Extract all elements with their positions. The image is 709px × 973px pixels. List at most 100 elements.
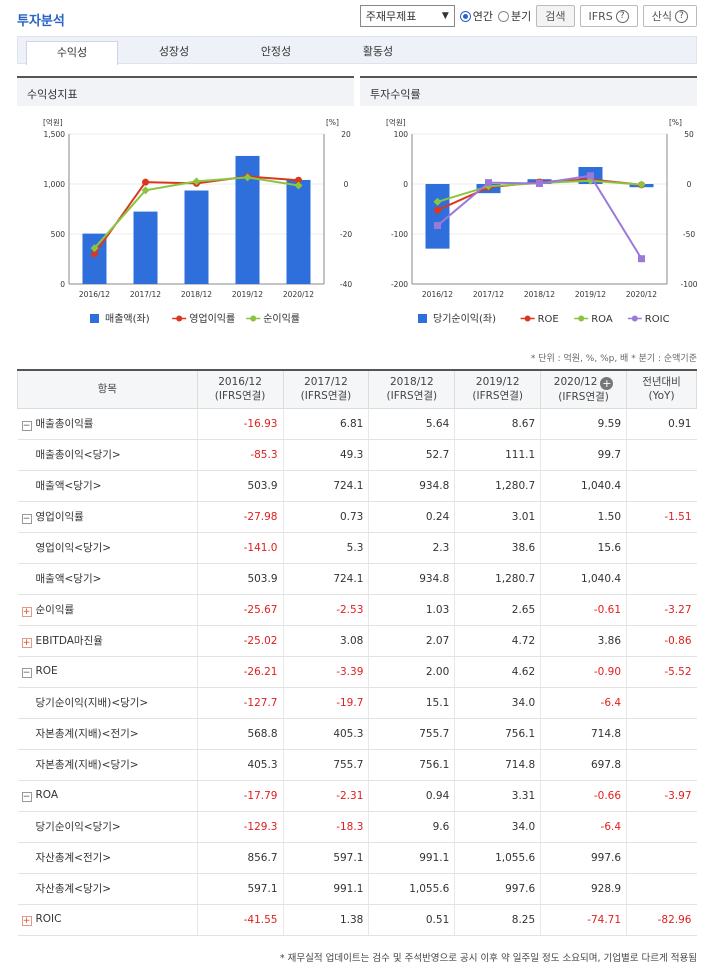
return-chart: [억원] [%] 100 0 -100 -200 50 0 -50 -100 2016/12 2017…	[386, 118, 698, 325]
table-cell: 934.8	[368, 563, 455, 595]
table-cell: 714.8	[454, 749, 541, 781]
table-cell: 697.8	[540, 749, 627, 781]
legend-label: ROIC	[645, 314, 670, 325]
right-tick-label: -100	[680, 280, 697, 289]
table-cell: -3.39	[282, 656, 369, 688]
table-cell: -0.61	[540, 594, 627, 626]
row-label[interactable]: − ROE	[17, 656, 198, 688]
year-label: 2020/12	[553, 375, 598, 388]
row-label[interactable]: + 순이익률	[17, 594, 198, 626]
table-cell: 724.1	[282, 563, 369, 595]
row-label[interactable]: − ROA	[17, 780, 198, 812]
search-button[interactable]: 검색	[536, 5, 575, 27]
collapse-icon[interactable]: −	[21, 514, 32, 524]
expand-icon[interactable]: +	[21, 916, 32, 926]
help-icon: ?	[675, 9, 688, 23]
row-label-text: 자산총계<당기>	[35, 883, 112, 895]
toolbar: 주재무제표 ▼ 연간 분기 검색 IFRS ? 산식 ?	[359, 5, 697, 27]
x-tick-label: 2016/12	[79, 290, 110, 299]
table-cell: -0.66	[540, 780, 627, 812]
left-axis-unit: [억원]	[43, 118, 63, 127]
table-cell: 756.1	[368, 749, 455, 781]
data-point	[485, 179, 492, 187]
table-cell: -0.90	[540, 656, 627, 688]
ifrs-button-label: IFRS	[588, 9, 613, 23]
collapse-icon[interactable]: −	[21, 792, 32, 802]
row-label[interactable]: + ROIC	[17, 904, 198, 936]
yoy-cell	[626, 749, 697, 781]
expand-icon[interactable]: +	[21, 638, 32, 648]
bar	[425, 184, 450, 249]
left-axis-unit: [억원]	[386, 118, 406, 127]
table-row: + ROIC -41.55 1.38 0.51 8.25 -74.71 -82.96	[17, 904, 697, 936]
radio-annual-label: 연간	[472, 10, 494, 23]
right-tick-label: 0	[687, 180, 692, 189]
collapse-icon[interactable]: −	[21, 668, 32, 678]
left-tick-label: 500	[51, 230, 66, 239]
collapse-icon[interactable]: −	[21, 421, 32, 431]
table-cell: 597.1	[282, 842, 369, 874]
table-cell: 1,040.4	[540, 470, 627, 502]
tab-growth[interactable]: 성장성	[158, 45, 190, 58]
header-year: 2016/12 (IFRS연결)	[196, 369, 284, 409]
profitability-chart-panel: 수익성지표 [억원] [%] 1,500 1,000 500 0 20 0 -20 -40 2016…	[17, 76, 354, 340]
table-cell: 724.1	[282, 470, 369, 502]
table-cell: 928.9	[540, 873, 627, 905]
statement-select[interactable]: 주재무제표 ▼	[359, 5, 455, 27]
data-point	[637, 180, 646, 189]
tab-profitability[interactable]: 수익성	[26, 41, 118, 65]
table-row: − 매출총이익률 -16.93 6.81 5.64 8.67 9.59 0.91	[17, 408, 697, 440]
year-label: 2017/12	[304, 376, 348, 389]
left-tick-label: -100	[391, 230, 408, 239]
right-tick-label: 50	[684, 130, 694, 139]
table-cell: -85.3	[196, 439, 283, 471]
formula-button[interactable]: 산식 ?	[642, 5, 697, 27]
table-cell: 99.7	[540, 439, 627, 471]
right-tick-label: -50	[683, 230, 695, 239]
expand-icon[interactable]: +	[21, 607, 32, 617]
table-cell: 4.62	[454, 656, 541, 688]
radio-annual[interactable]: 연간	[459, 8, 494, 24]
profitability-chart: [억원] [%] 1,500 1,000 500 0 20 0 -20 -40 2016/12 201…	[43, 118, 352, 325]
data-point	[434, 222, 441, 230]
legend-label: 당기순이익(좌)	[433, 313, 496, 325]
row-label[interactable]: − 매출총이익률	[17, 408, 198, 440]
left-tick-label: 100	[394, 130, 409, 139]
yoy-cell	[626, 811, 697, 843]
radio-unchecked-icon	[498, 10, 510, 22]
row-label: 당기순이익<당기>	[17, 811, 198, 843]
table-cell: 2.00	[368, 656, 455, 688]
bar	[184, 190, 209, 284]
table-cell: 597.1	[196, 873, 283, 905]
tab-stability[interactable]: 안정성	[260, 45, 292, 58]
row-label-text: ROIC	[35, 913, 62, 925]
table-cell: 997.6	[540, 842, 627, 874]
right-tick-label: -40	[340, 280, 352, 289]
row-label: 매출액<당기>	[17, 563, 198, 595]
formula-button-label: 산식	[651, 10, 672, 23]
data-point	[536, 179, 543, 187]
row-label: 매출총이익<당기>	[17, 439, 198, 471]
row-label[interactable]: + EBITDA마진율	[17, 625, 198, 657]
add-column-icon[interactable]: +	[600, 376, 614, 390]
profitability-table: 항목 2016/12 (IFRS연결) 2017/12 (IFRS연결) 2018/…	[17, 369, 697, 936]
table-cell: 405.3	[282, 718, 369, 750]
left-tick-label: -200	[391, 280, 408, 289]
bar	[133, 211, 158, 284]
table-cell: 1,280.7	[454, 563, 541, 595]
tab-activity[interactable]: 활동성	[362, 45, 394, 58]
row-label[interactable]: − 영업이익률	[17, 501, 198, 533]
year-label: 2018/12	[390, 376, 434, 389]
ifrs-button[interactable]: IFRS ?	[579, 5, 638, 27]
panel-title: 투자수익률	[360, 76, 697, 106]
table-cell: 2.07	[368, 625, 455, 657]
header-item: 항목	[17, 369, 198, 409]
data-point	[91, 250, 98, 258]
table-row: − ROA -17.79 -2.31 0.94 3.31 -0.66 -3.97	[17, 780, 697, 812]
unit-note: * 단위 : 억원, %, %p, 배 * 분기 : 순액기준	[530, 354, 697, 364]
radio-quarter[interactable]: 분기	[498, 8, 531, 24]
yoy-sub-label: (YoY)	[648, 390, 675, 403]
panel-title: 수익성지표	[17, 76, 354, 106]
row-label-text: 영업이익<당기>	[35, 542, 112, 554]
legend-marker	[578, 315, 585, 322]
